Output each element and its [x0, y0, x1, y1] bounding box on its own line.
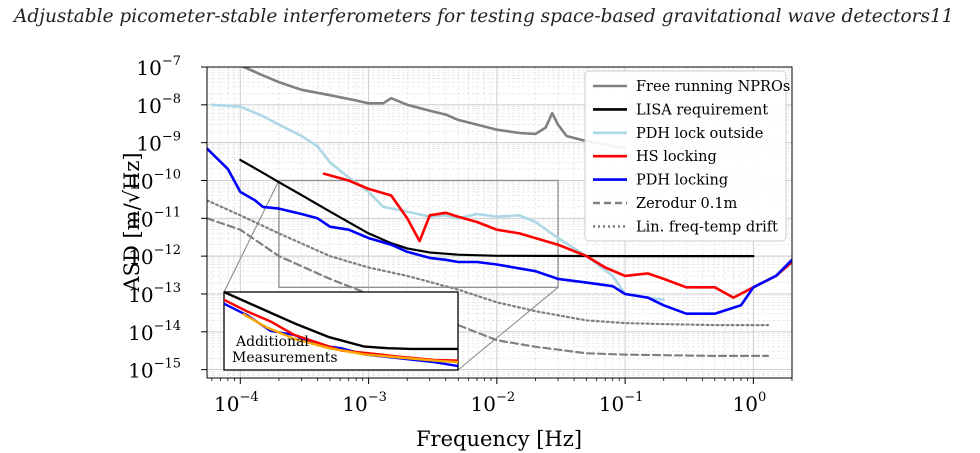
series-line-free-running-npros [240, 67, 627, 150]
y-tick-label: 10−15 [128, 357, 181, 383]
inset-series-line [223, 290, 458, 351]
y-tick-exponent: −8 [162, 92, 181, 107]
y-tick-exponent: −15 [154, 357, 181, 372]
page-number: 11 [930, 6, 954, 27]
series-line-lin-freq-temp-drift [207, 199, 770, 327]
legend-label-lin-freq-temp-drift: Lin. freq-temp drift [636, 219, 778, 235]
y-tick-exponent: −10 [154, 167, 181, 182]
x-axis-label: Frequency [Hz] [416, 427, 582, 451]
y-tick-exponent: −9 [162, 130, 181, 145]
series-line-lisa-requirement [239, 158, 755, 258]
y-tick-label: 10−11 [128, 205, 181, 231]
legend-label-lisa-requirement: LISA requirement [636, 102, 768, 118]
plot-frame [206, 66, 793, 379]
series-line-zerodur-0-1m [207, 217, 770, 357]
x-tick-label: 10−4 [214, 390, 259, 416]
y-tick-exponent: −14 [154, 319, 181, 334]
x-tick-exponent: −1 [624, 390, 643, 405]
x-tick-label: 10−1 [599, 390, 644, 416]
y-tick-exponent: −11 [154, 205, 181, 220]
inset-series-line [242, 312, 459, 364]
y-tick-label: 10−14 [128, 319, 181, 345]
x-tick-label: 10−2 [471, 390, 516, 416]
series-layer [207, 67, 792, 357]
inset-frame [223, 291, 459, 371]
legend-label-pdh-lock-outside: PDH lock outside [636, 126, 763, 142]
x-tick-exponent: −4 [239, 390, 258, 405]
series-line-pdh-locking [207, 147, 792, 316]
y-axis-label: ASD [m/√Hz] [120, 152, 144, 292]
inset-label-line1: Additional [235, 334, 309, 350]
y-tick-exponent: −7 [162, 54, 181, 69]
x-tick-exponent: −2 [496, 390, 515, 405]
legend: Free running NPROs LISA requirement PDH lo… [584, 70, 790, 242]
series-line-hs-locking [322, 172, 792, 299]
legend-label-free-running-npros: Free running NPROs [636, 79, 790, 95]
running-head-title: Adjustable picometer-stable interferomet… [14, 6, 931, 27]
y-tick-label: 10−9 [136, 130, 181, 156]
legend-label-pdh-locking: PDH locking [636, 173, 728, 189]
y-tick-exponent: −13 [154, 281, 181, 296]
running-head: Adjustable picometer-stable interferomet… [14, 6, 974, 36]
legend-label-zerodur-0-1m: Zerodur 0.1m [636, 196, 738, 212]
y-tick-label: 10−8 [136, 92, 181, 118]
y-tick-exponent: −12 [154, 243, 181, 258]
zoom-connector-right [457, 286, 559, 371]
x-tick-label: 10−3 [342, 390, 387, 416]
x-tick-exponent: 0 [758, 390, 766, 405]
legend-label-hs-locking: HS locking [636, 149, 717, 165]
legend-box [584, 70, 787, 242]
x-tick-label: 100 [733, 390, 767, 416]
x-tick-exponent: −3 [368, 390, 387, 405]
inset-label-line2: Measurements [232, 350, 338, 366]
y-tick-label: 10−7 [136, 54, 181, 80]
